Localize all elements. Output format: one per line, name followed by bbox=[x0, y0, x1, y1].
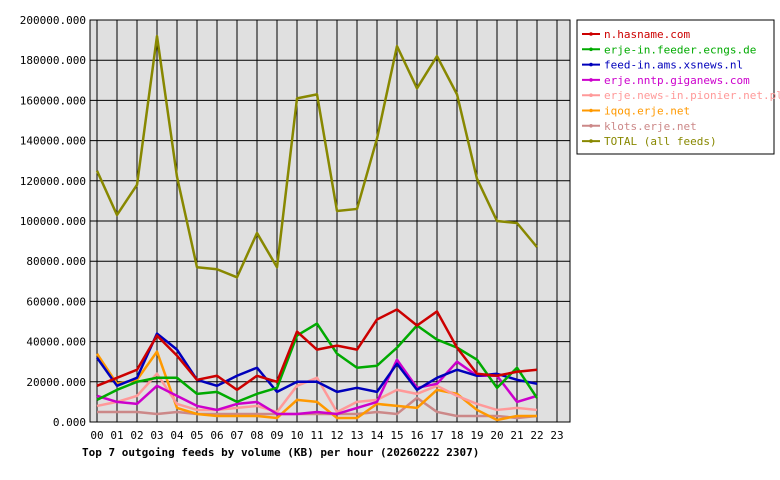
y-tick-label: 20000.000 bbox=[26, 376, 86, 389]
legend-label: erje.news-in.pionier.net.pl bbox=[604, 89, 780, 102]
x-tick-label: 20 bbox=[490, 429, 503, 442]
x-tick-label: 13 bbox=[350, 429, 363, 442]
x-tick-label: 23 bbox=[550, 429, 563, 442]
legend-box bbox=[576, 19, 775, 155]
series-line bbox=[95, 332, 538, 394]
y-tick-label: 200000.000 bbox=[20, 14, 86, 27]
x-tick-label: 12 bbox=[330, 429, 343, 442]
legend: n.hasname.com erje-in.feeder.ecngs.de feed… bbox=[576, 19, 780, 155]
legend-label: erje-in.feeder.ecngs.de bbox=[604, 43, 756, 56]
y-tick-label: 180000.000 bbox=[20, 54, 86, 67]
x-tick-label: 11 bbox=[310, 429, 323, 442]
plot-frame bbox=[89, 19, 571, 423]
series-line bbox=[96, 322, 539, 404]
x-tick-label: 17 bbox=[430, 429, 443, 442]
x-tick-label: 18 bbox=[450, 429, 463, 442]
legend-label: klots.erje.net bbox=[604, 120, 697, 133]
x-tick-label: 06 bbox=[210, 429, 223, 442]
x-tick-label: 01 bbox=[110, 429, 123, 442]
x-tick-label: 05 bbox=[190, 429, 203, 442]
chart-title: Top 7 outgoing feeds by volume (KB) per … bbox=[82, 446, 479, 459]
x-tick-label: 09 bbox=[270, 429, 283, 442]
x-axis-ticks: 00 01 02 03 04 05 06 07 08 09 10 11 12 13 14 15 16 17 18 19… bbox=[90, 429, 563, 442]
y-axis-ticks: 0.000 20000.000 40000.000 60000.000 80000.00… bbox=[20, 14, 86, 429]
x-tick-label: 07 bbox=[230, 429, 243, 442]
legend-marker bbox=[589, 124, 593, 128]
series-line bbox=[95, 34, 538, 279]
y-tick-label: 140000.000 bbox=[20, 135, 86, 148]
x-tick-label: 03 bbox=[150, 429, 163, 442]
y-tick-label: 40000.000 bbox=[26, 336, 86, 349]
series-line bbox=[97, 396, 538, 420]
x-tick-label: 14 bbox=[370, 429, 384, 442]
legend-marker bbox=[589, 139, 593, 143]
y-tick-label: 120000.000 bbox=[20, 175, 86, 188]
x-tick-label: 21 bbox=[510, 429, 523, 442]
legend-marker bbox=[589, 78, 593, 82]
x-tick-label: 22 bbox=[530, 429, 543, 442]
legend-marker bbox=[589, 108, 593, 113]
x-tick-label: 19 bbox=[470, 429, 483, 442]
legend-label: iqoq.erje.net bbox=[604, 105, 690, 118]
legend-label: feed-in.ams.xsnews.nl bbox=[604, 59, 743, 72]
y-tick-label: 0.000 bbox=[53, 416, 86, 429]
legend-marker bbox=[589, 47, 593, 52]
legend-marker bbox=[589, 93, 593, 97]
series-line bbox=[96, 358, 538, 416]
x-tick-label: 10 bbox=[290, 429, 303, 442]
x-tick-label: 04 bbox=[170, 429, 184, 442]
x-tick-label: 02 bbox=[130, 429, 143, 442]
x-tick-label: 15 bbox=[390, 429, 403, 442]
x-tick-label: 00 bbox=[90, 429, 103, 442]
series-lines bbox=[95, 34, 539, 422]
y-tick-label: 100000.000 bbox=[20, 215, 86, 228]
x-tick-label: 08 bbox=[250, 429, 263, 442]
legend-marker bbox=[589, 62, 593, 67]
legend-label: erje.nntp.giganews.com bbox=[604, 74, 750, 87]
x-tick-label: 16 bbox=[410, 429, 423, 442]
legend-label: TOTAL (all feeds) bbox=[604, 135, 717, 148]
legend-marker bbox=[589, 32, 593, 36]
y-tick-label: 160000.000 bbox=[20, 94, 86, 107]
series-line bbox=[96, 308, 538, 392]
y-tick-label: 80000.000 bbox=[26, 255, 86, 268]
legend-label: n.hasname.com bbox=[604, 28, 690, 41]
y-tick-label: 60000.000 bbox=[26, 295, 86, 308]
